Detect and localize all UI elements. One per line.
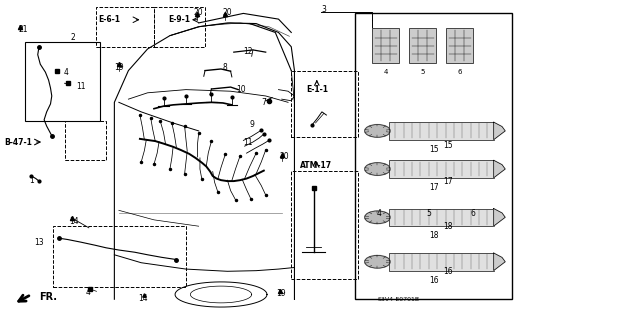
Text: 11: 11 xyxy=(76,82,86,91)
Text: 21: 21 xyxy=(19,25,28,34)
Bar xyxy=(53,226,186,286)
Text: 20: 20 xyxy=(193,8,203,17)
Bar xyxy=(291,171,358,278)
Bar xyxy=(372,28,399,63)
Text: B-47-1: B-47-1 xyxy=(4,137,32,146)
Bar xyxy=(410,28,436,63)
Text: 13: 13 xyxy=(34,238,44,247)
Text: 17: 17 xyxy=(443,177,452,186)
Text: 8: 8 xyxy=(223,63,228,72)
Text: 5: 5 xyxy=(426,209,431,218)
Circle shape xyxy=(365,124,390,137)
Bar xyxy=(447,28,473,63)
Text: 19: 19 xyxy=(276,289,286,298)
Text: ATM-17: ATM-17 xyxy=(300,161,332,170)
Bar xyxy=(355,13,511,299)
Text: 1: 1 xyxy=(29,176,33,185)
Text: S3V4-E0701B: S3V4-E0701B xyxy=(378,297,420,302)
Text: 7: 7 xyxy=(261,98,266,107)
Bar xyxy=(291,70,358,137)
Text: E-9-1: E-9-1 xyxy=(169,15,191,24)
Text: 17: 17 xyxy=(429,183,439,192)
Text: 3: 3 xyxy=(321,5,326,14)
Text: 20: 20 xyxy=(279,152,289,161)
Text: 10: 10 xyxy=(236,85,245,94)
Text: 11: 11 xyxy=(243,137,253,146)
Text: 2: 2 xyxy=(71,33,76,42)
Text: 16: 16 xyxy=(429,276,439,285)
Circle shape xyxy=(365,211,390,224)
Text: 5: 5 xyxy=(420,69,425,75)
Text: 4: 4 xyxy=(376,209,381,218)
Text: 18: 18 xyxy=(429,231,439,240)
Bar xyxy=(25,42,100,122)
Bar xyxy=(154,7,205,47)
Text: 6: 6 xyxy=(458,69,462,75)
Text: E-1-1: E-1-1 xyxy=(306,85,328,94)
Bar xyxy=(65,122,106,160)
Text: 6: 6 xyxy=(471,209,476,218)
Text: 20: 20 xyxy=(223,8,232,17)
Text: 9: 9 xyxy=(250,120,255,129)
Bar xyxy=(97,7,154,47)
Text: 18: 18 xyxy=(443,222,452,231)
Text: 12: 12 xyxy=(243,47,253,56)
Circle shape xyxy=(365,256,390,268)
Text: 15: 15 xyxy=(429,145,439,154)
Text: 4: 4 xyxy=(86,288,90,297)
Text: 14: 14 xyxy=(70,217,79,226)
Polygon shape xyxy=(493,122,505,140)
Text: 14: 14 xyxy=(138,294,148,303)
Text: E-6-1: E-6-1 xyxy=(98,15,120,24)
Polygon shape xyxy=(493,253,505,271)
Bar xyxy=(389,160,493,178)
Text: FR.: FR. xyxy=(39,292,57,302)
Text: 4: 4 xyxy=(383,69,388,75)
Circle shape xyxy=(365,163,390,175)
Bar xyxy=(389,122,493,140)
Bar xyxy=(389,253,493,271)
Text: 4: 4 xyxy=(63,68,68,77)
Bar xyxy=(389,209,493,226)
Text: 15: 15 xyxy=(443,141,452,150)
Text: 16: 16 xyxy=(443,267,452,276)
Polygon shape xyxy=(493,160,505,178)
Polygon shape xyxy=(493,209,505,226)
Text: 19: 19 xyxy=(115,63,124,72)
